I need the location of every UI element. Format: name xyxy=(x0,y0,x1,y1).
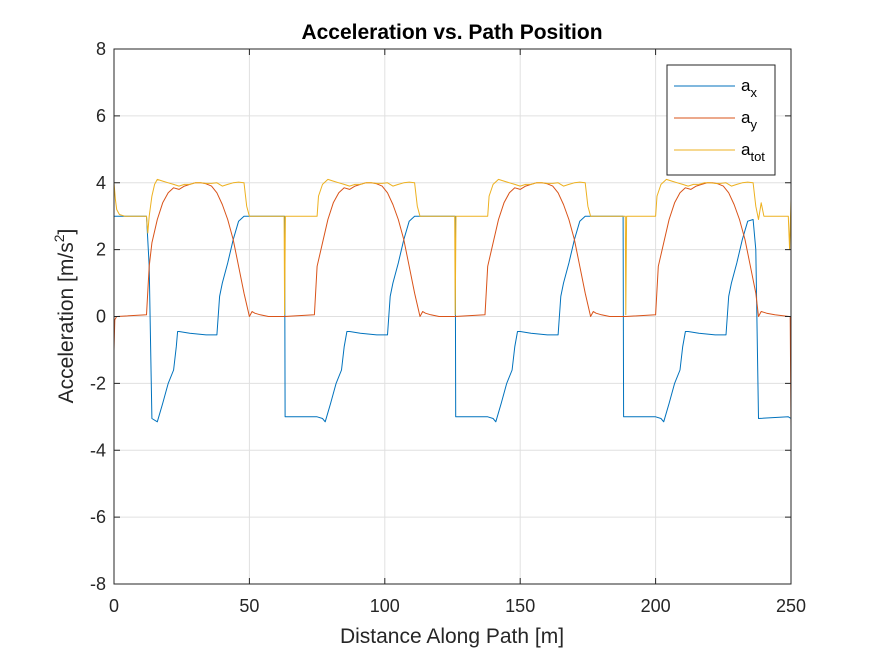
x-tick-label: 50 xyxy=(239,596,259,616)
series-line-a-y xyxy=(113,182,792,427)
legend-entries: ax ay atot xyxy=(674,76,765,164)
y-tick-label: 4 xyxy=(96,173,106,193)
chart-title: Acceleration vs. Path Position xyxy=(301,21,602,44)
legend-label-a-tot: atot xyxy=(741,140,765,164)
legend-label-a-x: ax xyxy=(741,76,757,100)
x-tick-label: 0 xyxy=(109,596,119,616)
x-tick-label: 200 xyxy=(641,596,671,616)
series-line-a-tot xyxy=(113,178,792,316)
x-tick-label: 100 xyxy=(370,596,400,616)
y-axis-label-end: ] xyxy=(55,229,78,235)
legend-box xyxy=(666,64,776,176)
y-axis-label: Acceleration [m/s2] xyxy=(51,229,78,404)
y-axis-label-sup: 2 xyxy=(51,234,67,242)
y-tick-label: -2 xyxy=(90,373,106,393)
y-tick-label: -6 xyxy=(90,507,106,527)
ticks xyxy=(113,48,792,585)
y-tick-label: -8 xyxy=(90,574,106,594)
x-tick-label: 150 xyxy=(505,596,535,616)
x-axis-label: Distance Along Path [m] xyxy=(340,625,564,648)
series-line-a-x xyxy=(114,215,792,423)
y-tick-label: 8 xyxy=(96,39,106,59)
y-tick-label: 2 xyxy=(96,240,106,260)
y-tick-label: 6 xyxy=(96,106,106,126)
y-tick-label: -4 xyxy=(90,440,106,460)
y-axis-label-base: Acceleration [m/s xyxy=(55,242,78,403)
x-tick-label: 250 xyxy=(776,596,806,616)
tick-labels: 0 50 100 150 200 250 -8 -6 -4 -2 0 2 4 6 8 xyxy=(90,39,806,616)
series-group xyxy=(113,178,792,427)
legend-label-a-y: ay xyxy=(741,108,757,132)
legend: ax ay atot xyxy=(666,64,776,176)
y-tick-label: 0 xyxy=(96,307,106,327)
